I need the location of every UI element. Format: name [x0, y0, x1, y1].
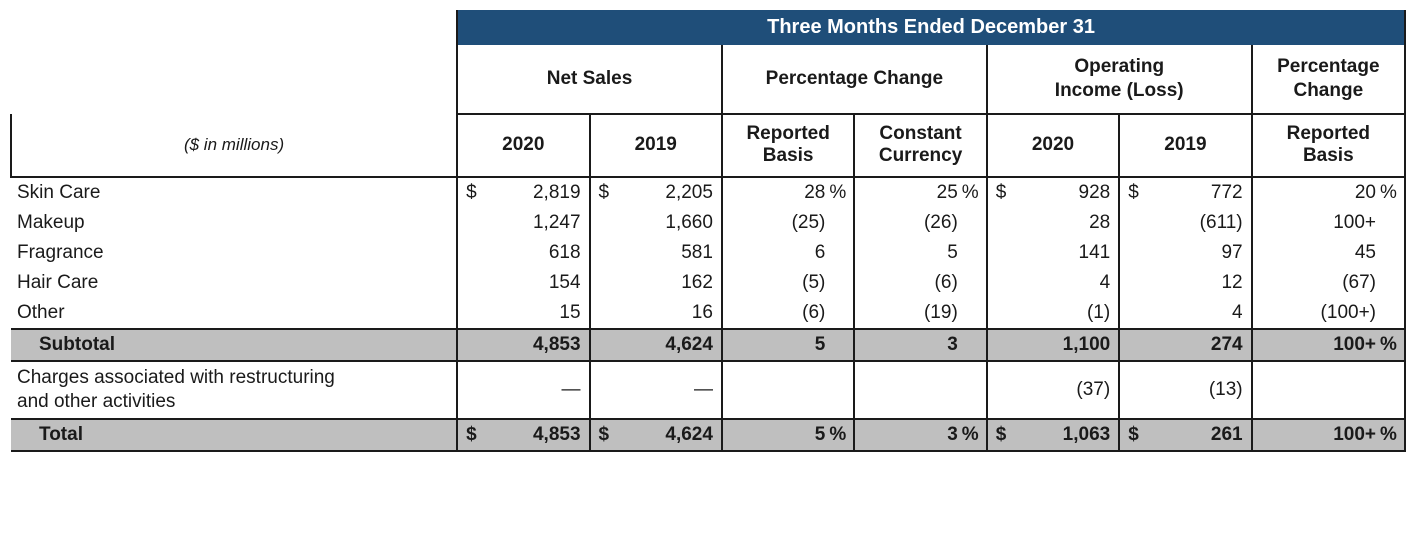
data-cell: 28: [987, 208, 1119, 238]
data-cell: 100+%: [1252, 419, 1405, 451]
table-row: Charges associated with restructuringand…: [11, 361, 1405, 419]
data-cell: (13): [1119, 361, 1251, 419]
table-body: Skin Care$2,819$2,20528%25%$928$77220%Ma…: [11, 177, 1405, 451]
data-cell: 45: [1252, 238, 1405, 268]
data-cell: 20%: [1252, 177, 1405, 208]
column-header: 2019: [590, 114, 722, 178]
data-cell: (67): [1252, 268, 1405, 298]
row-label: Skin Care: [11, 177, 457, 208]
data-cell: 162: [590, 268, 722, 298]
data-cell: 3: [854, 329, 986, 361]
data-cell: 1,660: [590, 208, 722, 238]
data-cell: 5%: [722, 419, 854, 451]
row-label: Total: [11, 419, 457, 451]
table-row: Skin Care$2,819$2,20528%25%$928$77220%: [11, 177, 1405, 208]
data-cell: 12: [1119, 268, 1251, 298]
data-cell: 274: [1119, 329, 1251, 361]
data-cell: $1,063: [987, 419, 1119, 451]
table-row: Makeup1,2471,660(25)(26)28(611)100+: [11, 208, 1405, 238]
data-cell: 1,247: [457, 208, 589, 238]
data-cell: 5: [722, 329, 854, 361]
data-cell: 4,853: [457, 329, 589, 361]
column-header: 2020: [987, 114, 1119, 178]
units-label: ($ in millions): [11, 114, 457, 178]
data-cell: [854, 361, 986, 419]
column-header-row: ($ in millions) 20202019ReportedBasisCon…: [11, 114, 1405, 178]
data-cell: 4,624: [590, 329, 722, 361]
group-header-row: Net SalesPercentage ChangeOperatingIncom…: [11, 45, 1405, 114]
data-cell: $928: [987, 177, 1119, 208]
data-cell: 618: [457, 238, 589, 268]
data-cell: $261: [1119, 419, 1251, 451]
data-cell: 3%: [854, 419, 986, 451]
data-cell: —: [457, 361, 589, 419]
table-row: Fragrance618581651419745: [11, 238, 1405, 268]
data-cell: (37): [987, 361, 1119, 419]
data-cell: (1): [987, 298, 1119, 329]
data-cell: 141: [987, 238, 1119, 268]
data-cell: 581: [590, 238, 722, 268]
data-cell: 4: [987, 268, 1119, 298]
data-cell: $4,624: [590, 419, 722, 451]
data-cell: [722, 361, 854, 419]
banner-title: Three Months Ended December 31: [457, 10, 1405, 45]
data-cell: (6): [854, 268, 986, 298]
data-cell: (19): [854, 298, 986, 329]
data-cell: 1,100: [987, 329, 1119, 361]
data-cell: 5: [854, 238, 986, 268]
column-header: ReportedBasis: [722, 114, 854, 178]
data-cell: 25%: [854, 177, 986, 208]
data-cell: 97: [1119, 238, 1251, 268]
table-header: Three Months Ended December 31 Net Sales…: [11, 10, 1405, 177]
data-cell: (100+): [1252, 298, 1405, 329]
table-row: Subtotal4,8534,624531,100274100+%: [11, 329, 1405, 361]
data-cell: —: [590, 361, 722, 419]
data-cell: 100+%: [1252, 329, 1405, 361]
row-label: Charges associated with restructuringand…: [11, 361, 457, 419]
column-header: 2019: [1119, 114, 1251, 178]
data-cell: 28%: [722, 177, 854, 208]
data-cell: $2,819: [457, 177, 589, 208]
table-row: Total$4,853$4,6245%3%$1,063$261100+%: [11, 419, 1405, 451]
data-cell: $772: [1119, 177, 1251, 208]
group-header: Percentage Change: [722, 45, 987, 114]
row-label: Makeup: [11, 208, 457, 238]
data-cell: (25): [722, 208, 854, 238]
column-header: ReportedBasis: [1252, 114, 1405, 178]
data-cell: $2,205: [590, 177, 722, 208]
data-cell: (6): [722, 298, 854, 329]
row-label: Other: [11, 298, 457, 329]
data-cell: (611): [1119, 208, 1251, 238]
column-header: 2020: [457, 114, 589, 178]
row-label: Fragrance: [11, 238, 457, 268]
data-cell: 15: [457, 298, 589, 329]
data-cell: (26): [854, 208, 986, 238]
data-cell: 100+: [1252, 208, 1405, 238]
table-row: Hair Care154162(5)(6)412(67): [11, 268, 1405, 298]
table-row: Other1516(6)(19)(1)4(100+): [11, 298, 1405, 329]
financial-table: Three Months Ended December 31 Net Sales…: [10, 10, 1406, 452]
data-cell: 154: [457, 268, 589, 298]
row-label: Subtotal: [11, 329, 457, 361]
group-header: OperatingIncome (Loss): [987, 45, 1252, 114]
data-cell: 4: [1119, 298, 1251, 329]
data-cell: 16: [590, 298, 722, 329]
group-header: Net Sales: [457, 45, 722, 114]
group-header: PercentageChange: [1252, 45, 1405, 114]
column-header: ConstantCurrency: [854, 114, 986, 178]
data-cell: $4,853: [457, 419, 589, 451]
data-cell: [1252, 361, 1405, 419]
data-cell: (5): [722, 268, 854, 298]
data-cell: 6: [722, 238, 854, 268]
row-label: Hair Care: [11, 268, 457, 298]
